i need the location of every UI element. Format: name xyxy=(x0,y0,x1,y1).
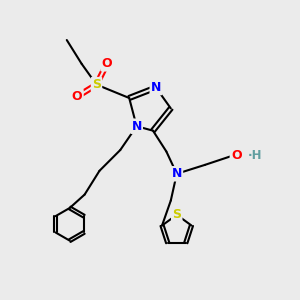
Text: S: S xyxy=(92,78,101,91)
Text: N: N xyxy=(172,167,182,180)
Text: N: N xyxy=(151,81,161,94)
Text: O: O xyxy=(102,57,112,70)
Text: ·H: ·H xyxy=(248,148,262,162)
Text: O: O xyxy=(231,149,242,162)
Text: S: S xyxy=(172,208,181,221)
Text: O: O xyxy=(72,90,83,103)
Text: N: N xyxy=(131,120,142,133)
